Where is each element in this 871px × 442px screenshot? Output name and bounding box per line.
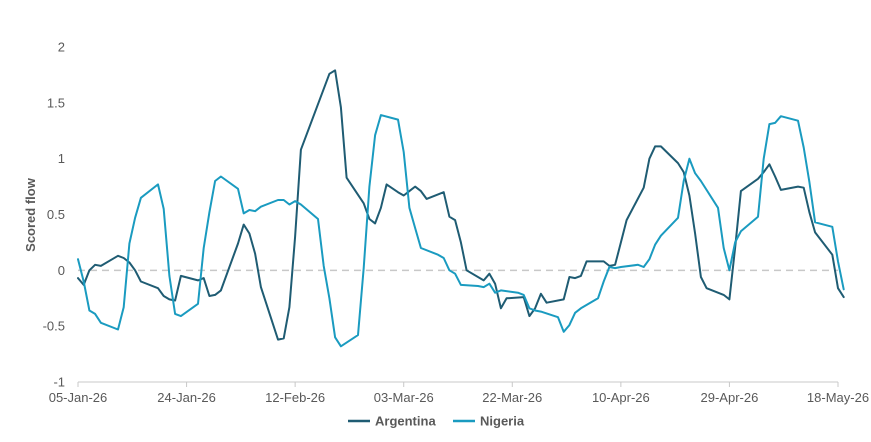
legend-label-argentina: Argentina [375,414,436,429]
y-tick-label: 1.5 [47,95,65,110]
axis-layer: -1 -0.5 0 0.5 1 1.5 2 05-Jan-26 24-Jan-26 12-Feb-… [43,40,869,406]
series-line-nigeria [77,114,845,348]
y-tick-label: -0.5 [43,319,65,334]
y-tick-label: 2 [58,40,65,55]
x-tick-label: 05-Jan-26 [49,390,108,405]
y-tick-label: 1 [58,151,65,166]
y-tick-label: -1 [53,375,65,390]
legend: Argentina Nigeria [348,414,525,429]
x-tick-label: 12-Feb-26 [265,390,325,405]
series-layer [77,69,845,348]
x-tick-label: 29-Apr-26 [701,390,759,405]
x-tick-label: 03-Mar-26 [374,390,434,405]
series-line-argentina [77,69,845,341]
y-axis-title: Scored flow [23,177,38,252]
x-tick-label: 24-Jan-26 [157,390,216,405]
x-tick-label: 22-Mar-26 [482,390,542,405]
y-tick-label: 0.5 [47,207,65,222]
x-tick-label: 10-Apr-26 [592,390,650,405]
y-tick-label: 0 [58,263,65,278]
x-tick-label: 18-May-26 [807,390,869,405]
legend-label-nigeria: Nigeria [480,414,525,429]
